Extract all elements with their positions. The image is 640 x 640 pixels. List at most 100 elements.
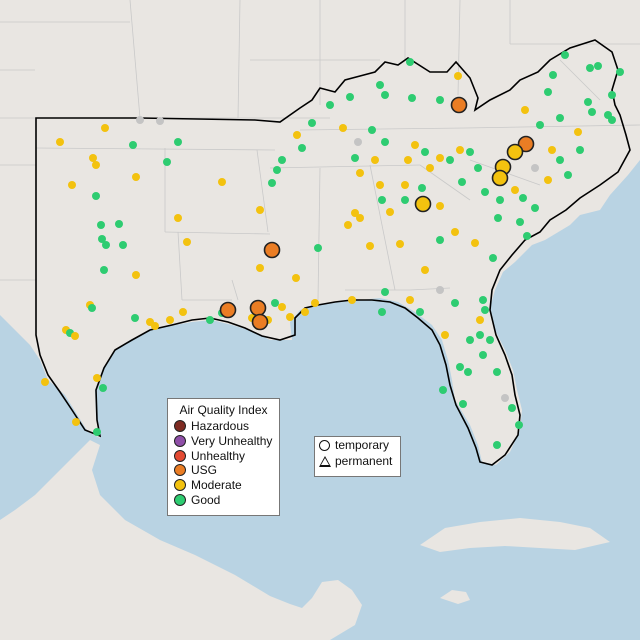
site-moderate[interactable] xyxy=(72,418,80,426)
site-good[interactable] xyxy=(481,188,489,196)
site-good[interactable] xyxy=(378,308,386,316)
site-good[interactable] xyxy=(93,428,101,436)
site-good[interactable] xyxy=(556,114,564,122)
site-good[interactable] xyxy=(418,184,426,192)
site-usg-temporary[interactable] xyxy=(219,301,237,319)
site-good[interactable] xyxy=(88,304,96,312)
site-good[interactable] xyxy=(436,96,444,104)
site-moderate[interactable] xyxy=(41,378,49,386)
site-moderate[interactable] xyxy=(476,316,484,324)
site-moderate[interactable] xyxy=(92,161,100,169)
site-good[interactable] xyxy=(351,154,359,162)
site-moderate[interactable] xyxy=(351,209,359,217)
site-moderate[interactable] xyxy=(404,156,412,164)
site-good[interactable] xyxy=(97,221,105,229)
site-moderate[interactable] xyxy=(441,331,449,339)
site-good[interactable] xyxy=(99,384,107,392)
site-moderate-temporary[interactable] xyxy=(414,195,432,213)
site-good[interactable] xyxy=(381,288,389,296)
site-good[interactable] xyxy=(479,351,487,359)
site-moderate[interactable] xyxy=(544,176,552,184)
site-no-data[interactable] xyxy=(354,138,362,146)
site-good[interactable] xyxy=(508,404,516,412)
site-moderate[interactable] xyxy=(356,169,364,177)
site-moderate[interactable] xyxy=(456,146,464,154)
site-good[interactable] xyxy=(273,166,281,174)
site-moderate[interactable] xyxy=(396,240,404,248)
site-good[interactable] xyxy=(556,156,564,164)
site-good[interactable] xyxy=(466,148,474,156)
site-moderate[interactable] xyxy=(311,299,319,307)
site-good[interactable] xyxy=(479,296,487,304)
site-no-data[interactable] xyxy=(501,394,509,402)
site-good[interactable] xyxy=(119,241,127,249)
site-moderate[interactable] xyxy=(421,266,429,274)
site-good[interactable] xyxy=(368,126,376,134)
site-good[interactable] xyxy=(464,368,472,376)
site-good[interactable] xyxy=(436,236,444,244)
site-good[interactable] xyxy=(523,232,531,240)
site-good[interactable] xyxy=(376,81,384,89)
site-moderate[interactable] xyxy=(344,221,352,229)
site-good[interactable] xyxy=(494,214,502,222)
site-moderate[interactable] xyxy=(101,124,109,132)
site-good[interactable] xyxy=(458,178,466,186)
site-good[interactable] xyxy=(421,148,429,156)
site-moderate[interactable] xyxy=(451,228,459,236)
site-good[interactable] xyxy=(131,314,139,322)
site-good[interactable] xyxy=(278,156,286,164)
site-good[interactable] xyxy=(314,244,322,252)
site-good[interactable] xyxy=(576,146,584,154)
site-moderate[interactable] xyxy=(183,238,191,246)
site-usg-temporary[interactable] xyxy=(251,313,269,331)
site-good[interactable] xyxy=(586,64,594,72)
site-moderate[interactable] xyxy=(348,296,356,304)
site-good[interactable] xyxy=(519,194,527,202)
site-good[interactable] xyxy=(608,91,616,99)
site-good[interactable] xyxy=(401,196,409,204)
site-good[interactable] xyxy=(588,108,596,116)
site-good[interactable] xyxy=(326,101,334,109)
site-good[interactable] xyxy=(496,196,504,204)
site-good[interactable] xyxy=(456,363,464,371)
site-moderate[interactable] xyxy=(56,138,64,146)
site-good[interactable] xyxy=(406,58,414,66)
site-good[interactable] xyxy=(516,218,524,226)
site-moderate[interactable] xyxy=(89,154,97,162)
site-moderate[interactable] xyxy=(278,303,286,311)
site-moderate[interactable] xyxy=(548,146,556,154)
site-good[interactable] xyxy=(549,71,557,79)
site-good[interactable] xyxy=(416,308,424,316)
site-good[interactable] xyxy=(308,119,316,127)
site-usg-temporary[interactable] xyxy=(249,299,267,317)
site-moderate[interactable] xyxy=(406,296,414,304)
site-good[interactable] xyxy=(466,336,474,344)
site-no-data[interactable] xyxy=(531,164,539,172)
site-moderate[interactable] xyxy=(68,181,76,189)
site-good[interactable] xyxy=(536,121,544,129)
site-good[interactable] xyxy=(446,156,454,164)
site-moderate[interactable] xyxy=(179,308,187,316)
site-moderate[interactable] xyxy=(292,274,300,282)
site-good[interactable] xyxy=(474,164,482,172)
site-usg-temporary[interactable] xyxy=(517,135,535,153)
site-good[interactable] xyxy=(163,158,171,166)
site-moderate[interactable] xyxy=(166,316,174,324)
site-moderate[interactable] xyxy=(511,186,519,194)
site-good[interactable] xyxy=(102,241,110,249)
site-good[interactable] xyxy=(493,368,501,376)
site-good[interactable] xyxy=(515,421,523,429)
site-no-data[interactable] xyxy=(156,117,164,125)
site-good[interactable] xyxy=(100,266,108,274)
site-moderate-temporary[interactable] xyxy=(506,143,524,161)
site-good[interactable] xyxy=(271,299,279,307)
site-good[interactable] xyxy=(486,336,494,344)
site-good[interactable] xyxy=(98,235,106,243)
monitoring-sites[interactable] xyxy=(41,51,624,449)
site-good[interactable] xyxy=(493,441,501,449)
site-moderate[interactable] xyxy=(401,181,409,189)
site-moderate[interactable] xyxy=(132,271,140,279)
site-good[interactable] xyxy=(381,91,389,99)
site-good[interactable] xyxy=(489,254,497,262)
site-good[interactable] xyxy=(584,98,592,106)
